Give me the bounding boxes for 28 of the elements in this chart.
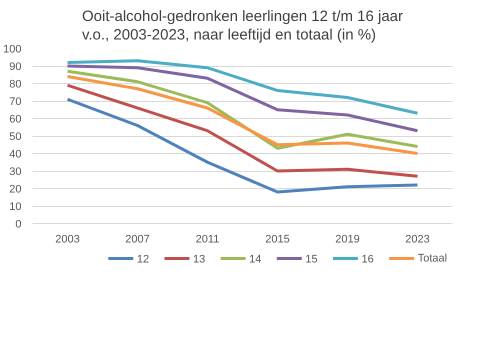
- legend-label: 15: [305, 254, 318, 266]
- y-tick-label: 0: [15, 218, 22, 230]
- chart-title: Ooit-alcohol-gedronken leerlingen 12 t/m 16 jaar v.o., 2003-2023, naar leeftijd en totaal (in %): [82, 8, 404, 44]
- legend-label: 12: [136, 254, 150, 266]
- legend-label: 14: [249, 254, 262, 266]
- line-series: [66, 84, 419, 178]
- x-tick-label: 2015: [265, 234, 290, 246]
- legend-label: Totaal: [418, 252, 448, 264]
- y-tick-label: 60: [9, 114, 22, 126]
- y-tick-label: 30: [9, 166, 22, 178]
- y-tick-label: 90: [9, 61, 22, 73]
- y-tick-label: 50: [9, 131, 22, 143]
- y-tick-label: 70: [9, 96, 22, 108]
- line-series: [66, 64, 419, 132]
- x-tick-label: 2023: [405, 234, 430, 246]
- y-tick-label: 80: [9, 78, 22, 90]
- legend-label: 16: [362, 254, 374, 266]
- y-tick-label: 100: [3, 44, 22, 56]
- x-tick-label: 2003: [55, 234, 80, 246]
- line-series: [66, 98, 419, 194]
- x-tick-label: 2019: [335, 234, 360, 246]
- line-series: [66, 59, 419, 115]
- x-tick-label: 2011: [196, 234, 220, 246]
- y-tick-label: 40: [9, 148, 22, 160]
- x-tick-label: 2007: [125, 234, 150, 246]
- y-tick-label: 10: [9, 201, 22, 213]
- legend-label: 13: [193, 254, 206, 266]
- y-tick-label: 20: [9, 184, 22, 196]
